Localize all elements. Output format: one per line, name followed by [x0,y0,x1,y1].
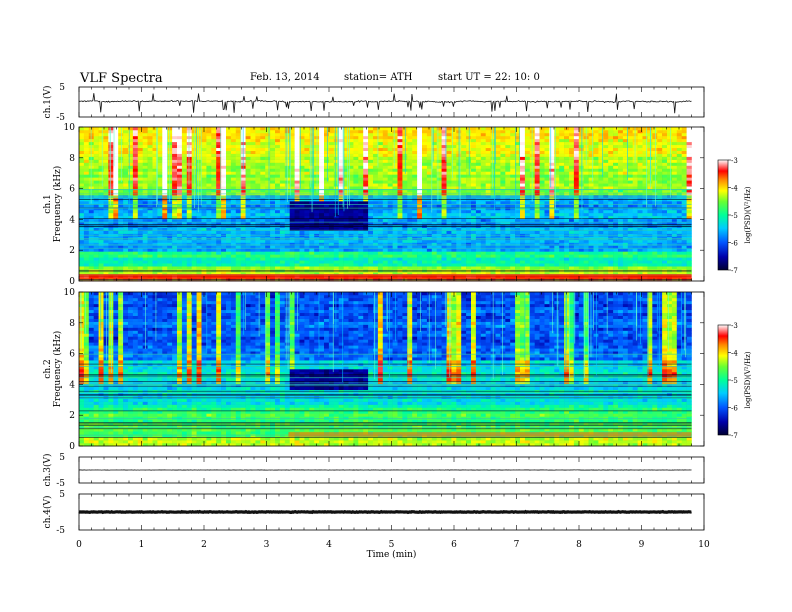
x-tick-label: 1 [139,540,145,550]
y-tick-label: 5 [59,453,65,463]
y-tick-label: 10 [64,123,76,133]
y-tick-label: 0 [69,442,75,452]
x-tick-label: 5 [389,540,395,550]
y-tick-label: 8 [69,319,75,329]
colorbar-tick-label: -3 [731,157,738,165]
y-axis-label: ch.4(V) [42,496,53,529]
ch1-trace [78,93,692,114]
y-tick-label: 0 [69,277,75,287]
spectrogram-cell [79,443,85,447]
colorbar-tick-label: -6 [731,405,738,413]
y-tick-label: 5 [59,490,65,500]
colorbar-label: log(PSD)(V²/Hz) [744,351,752,408]
colorbar-tick-label: -6 [731,240,738,248]
colorbar-tick-label: -4 [731,185,738,193]
x-tick-label: 2 [201,540,207,550]
low-frequency-band [288,432,692,437]
colorbar-tick-label: -3 [731,322,738,330]
x-tick-label: 0 [76,540,82,550]
y-tick-label: 4 [69,215,75,225]
y-tick-label: 2 [69,411,75,421]
y-tick-label: 8 [69,154,75,164]
colorbar-tick-label: -7 [731,432,738,440]
y-tick-label: 2 [69,246,75,256]
colorbar-tick-label: -7 [731,267,738,275]
y-tick-label: 6 [69,350,75,360]
y-axis-label: Frequency (kHz) [52,166,63,243]
start-time-label: start UT = 22: 10: 0 [438,72,540,83]
ch4-trace [78,509,692,515]
y-axis-label: ch.1(V) [42,86,53,119]
y-axis-label: Frequency (kHz) [52,331,63,408]
x-tick-label: 10 [698,540,710,550]
y-tick-label: 5 [59,83,65,93]
y-tick-label: -5 [56,526,65,536]
x-tick-label: 6 [451,540,457,550]
y-tick-label: -5 [56,479,65,489]
x-axis-label: Time (min) [367,549,417,560]
colorbar [717,324,729,436]
y-tick-label: 10 [64,288,76,298]
x-tick-label: 3 [264,540,270,550]
station-label: station= ATH [344,72,413,83]
y-axis-label: ch.2 [43,359,53,378]
y-axis-label: ch.1 [43,194,53,213]
colorbar-tick-label: -5 [731,377,738,385]
y-tick-label: 6 [69,185,75,195]
colorbar [717,159,729,271]
x-tick-label: 7 [514,540,520,550]
figure-title: VLF Spectra [80,71,163,86]
y-tick-label: 4 [69,380,75,390]
date-label: Feb. 13, 2014 [250,72,320,83]
colorbar-tick-label: -4 [731,350,738,358]
y-axis-label: ch.3(V) [42,454,53,487]
x-tick-label: 4 [326,540,332,550]
y-tick-label: -5 [56,113,65,123]
x-tick-label: 8 [576,540,582,550]
colorbar-tick-label: -5 [731,212,738,220]
low-frequency-band [79,274,692,279]
colorbar-label: log(PSD)(V²/Hz) [744,186,752,243]
x-tick-label: 9 [639,540,645,550]
